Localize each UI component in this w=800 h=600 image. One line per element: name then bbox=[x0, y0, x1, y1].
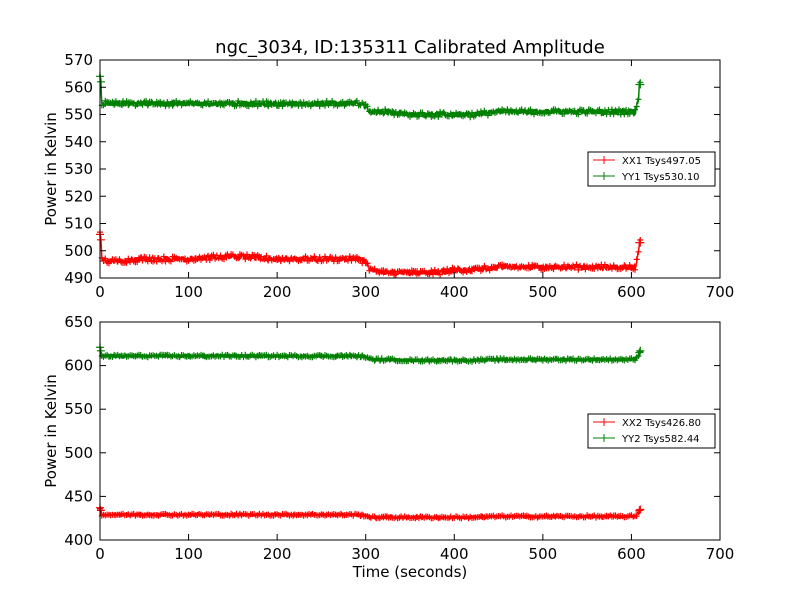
bottom-y-tick-label: 500 bbox=[64, 444, 93, 462]
top-plot-y-axis-label: Power in Kelvin bbox=[42, 112, 60, 226]
bottom-x-tick-label: 600 bbox=[617, 545, 646, 563]
top-y-tick-label: 530 bbox=[64, 160, 93, 178]
bottom-legend-box bbox=[587, 413, 716, 449]
bottom-x-tick-label: 200 bbox=[263, 545, 292, 563]
top-y-tick-label: 550 bbox=[64, 106, 93, 124]
top-legend-entry-xx1: XX1 Tsys497.05 bbox=[593, 156, 701, 167]
top-x-tick-label: 600 bbox=[617, 283, 646, 301]
bottom-y-tick-label: 650 bbox=[64, 313, 93, 331]
top-legend-box bbox=[587, 151, 716, 187]
bottom-legend-marker-yy2 bbox=[600, 434, 608, 442]
top-y-tick-label: 500 bbox=[64, 242, 93, 260]
top-plot-panel: 0 100 200 300 400 500 600 700 490 500 510 520 530 540… bbox=[42, 51, 734, 301]
bottom-y-tick-label: 600 bbox=[64, 357, 93, 375]
top-plot-frame bbox=[99, 59, 721, 279]
chart-title: ngc_3034, ID:135311 Calibrated Amplitude bbox=[215, 37, 605, 58]
bottom-plot-x-axis-label: Time (seconds) bbox=[352, 563, 468, 581]
top-plot-legend: XX1 Tsys497.05 YY1 Tsys530.10 bbox=[587, 151, 716, 187]
bottom-x-tick-label: 700 bbox=[706, 545, 735, 563]
bottom-plot-frame bbox=[99, 321, 721, 541]
bottom-y-tick-label: 450 bbox=[64, 487, 93, 505]
bottom-plot-panel: 0 100 200 300 400 500 600 700 400 450 500 550 600 650… bbox=[42, 313, 734, 581]
top-legend-label-xx1: XX1 Tsys497.05 bbox=[622, 156, 701, 167]
bottom-y-tick-label: 400 bbox=[64, 531, 93, 549]
top-x-tick-label: 400 bbox=[440, 283, 469, 301]
bottom-legend-marker-xx2 bbox=[600, 418, 608, 426]
top-y-tick-label: 510 bbox=[64, 215, 93, 233]
top-legend-entry-yy1: YY1 Tsys530.10 bbox=[593, 172, 700, 183]
bottom-x-tick-label: 100 bbox=[174, 545, 203, 563]
bottom-legend-label-xx2: XX2 Tsys426.80 bbox=[622, 418, 701, 429]
top-y-tick-label: 490 bbox=[64, 269, 93, 287]
top-plot-ticks: 0 100 200 300 400 500 600 700 490 500 510 520 530 540… bbox=[64, 51, 734, 301]
top-y-tick-label: 540 bbox=[64, 133, 93, 151]
top-legend-marker-yy1 bbox=[600, 172, 608, 180]
bottom-x-tick-label: 500 bbox=[529, 545, 558, 563]
bottom-x-tick-label: 300 bbox=[351, 545, 380, 563]
bottom-plot-legend: XX2 Tsys426.80 YY2 Tsys582.44 bbox=[587, 413, 716, 449]
bottom-x-tick-label: 0 bbox=[95, 545, 105, 563]
bottom-legend-entry-yy2: YY2 Tsys582.44 bbox=[593, 434, 700, 445]
top-x-tick-label: 100 bbox=[174, 283, 203, 301]
top-y-tick-label: 560 bbox=[64, 78, 93, 96]
top-x-tick-label: 0 bbox=[95, 283, 105, 301]
top-x-tick-label: 500 bbox=[529, 283, 558, 301]
top-x-tick-label: 700 bbox=[706, 283, 735, 301]
top-legend-label-yy1: YY1 Tsys530.10 bbox=[621, 172, 700, 183]
top-x-tick-label: 300 bbox=[351, 283, 380, 301]
bottom-legend-label-yy2: YY2 Tsys582.44 bbox=[621, 434, 700, 445]
top-y-tick-label: 570 bbox=[64, 51, 93, 69]
bottom-y-tick-label: 550 bbox=[64, 400, 93, 418]
top-legend-marker-xx1 bbox=[600, 156, 608, 164]
top-x-tick-label: 200 bbox=[263, 283, 292, 301]
top-y-tick-label: 520 bbox=[64, 187, 93, 205]
bottom-x-tick-label: 400 bbox=[440, 545, 469, 563]
bottom-plot-y-axis-label: Power in Kelvin bbox=[42, 374, 60, 488]
bottom-legend-entry-xx2: XX2 Tsys426.80 bbox=[593, 418, 701, 429]
